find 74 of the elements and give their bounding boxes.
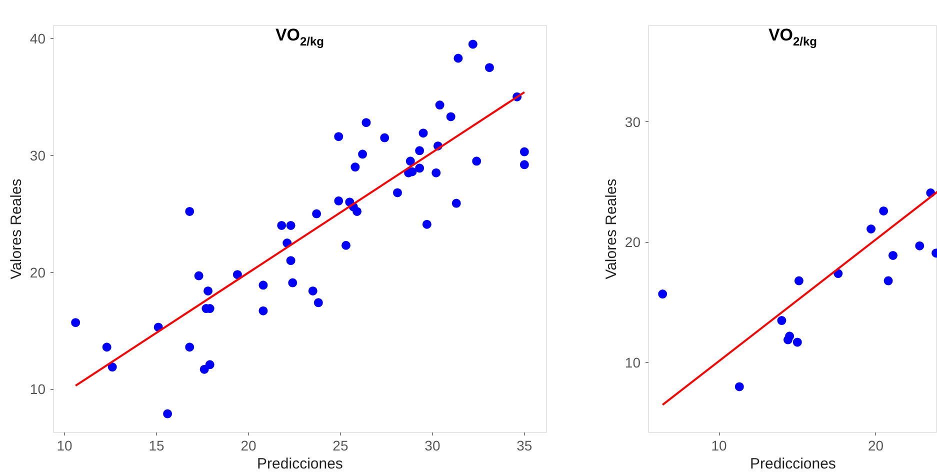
point (884, 276, 893, 286)
point (163, 409, 172, 418)
y-tick-label: 20 (30, 264, 46, 280)
point (308, 286, 318, 296)
x-axis-title: Predicciones (257, 456, 343, 472)
point (418, 128, 428, 138)
point (185, 206, 194, 216)
point (312, 209, 322, 218)
point (286, 256, 296, 266)
point (415, 164, 424, 173)
point (520, 147, 529, 156)
point (446, 112, 456, 122)
x-tick-label: 35 (516, 438, 532, 454)
point (232, 270, 242, 280)
y-tick-label: 40 (30, 30, 46, 46)
point (258, 280, 268, 290)
point (288, 278, 298, 288)
point (472, 156, 482, 166)
point (200, 364, 209, 374)
point (277, 221, 286, 230)
y-tick-label: 10 (30, 381, 46, 398)
point (334, 196, 344, 206)
point (362, 118, 371, 128)
point (452, 198, 461, 208)
point (520, 160, 529, 170)
point (185, 342, 194, 352)
x-tick-label: 10 (711, 438, 728, 454)
x-tick-label: 25 (332, 438, 348, 454)
x-tick-label: 15 (148, 438, 165, 454)
y-tick-label: 20 (624, 234, 641, 250)
point (794, 276, 804, 286)
y-tick-label: 30 (624, 114, 641, 130)
x-tick-label: 20 (868, 438, 884, 454)
y-tick-label: 10 (624, 354, 641, 371)
point (468, 40, 478, 49)
point (792, 338, 802, 347)
point (915, 241, 924, 250)
point (341, 240, 350, 250)
point (866, 224, 876, 234)
point (785, 332, 794, 341)
y-tick-label: 30 (30, 147, 46, 164)
point (432, 168, 441, 178)
point (102, 342, 112, 352)
point (334, 132, 344, 142)
point (422, 220, 432, 229)
point (352, 206, 362, 216)
y-axis-title: Valores Reales (602, 178, 620, 280)
point (286, 221, 296, 230)
point (258, 306, 268, 316)
point (879, 206, 888, 216)
point (204, 286, 213, 296)
point (734, 382, 744, 392)
x-axis-title: Predicciones (750, 456, 836, 472)
point (658, 290, 668, 299)
x-tick-label: 30 (424, 438, 440, 454)
point (380, 133, 390, 142)
point (358, 150, 368, 159)
point (314, 298, 323, 308)
point (435, 100, 444, 110)
point (406, 156, 415, 166)
point (454, 54, 463, 63)
point (392, 188, 402, 198)
point (205, 360, 214, 370)
point (350, 162, 360, 172)
point (108, 362, 117, 372)
point (194, 271, 204, 280)
point (777, 316, 786, 326)
y-axis-title: Valores Reales (8, 178, 25, 280)
x-tick-label: 10 (56, 438, 73, 454)
point (71, 318, 80, 328)
x-tick-label: 20 (240, 438, 256, 454)
point (484, 63, 494, 72)
point (415, 146, 424, 156)
point (888, 251, 898, 260)
